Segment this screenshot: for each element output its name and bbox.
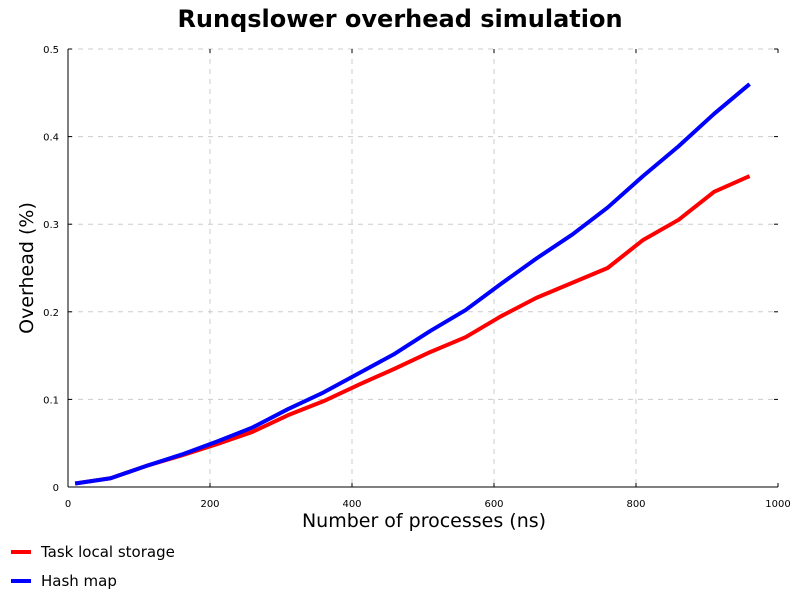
y-tick-label: 0.4 xyxy=(43,133,59,144)
x-tick-label: 400 xyxy=(342,499,361,510)
legend-label: Task local storage xyxy=(40,543,175,561)
y-tick-label: 0.5 xyxy=(43,45,59,56)
x-tick-label: 1000 xyxy=(765,499,790,510)
y-tick-label: 0.2 xyxy=(43,308,59,319)
chart-title: Runqslower overhead simulation xyxy=(177,5,622,33)
y-tick-label: 0.3 xyxy=(43,220,59,231)
x-tick-label: 0 xyxy=(65,499,71,510)
series-line-task-local-storage xyxy=(74,174,751,486)
x-tick-label: 800 xyxy=(626,499,645,510)
grid-layer xyxy=(68,48,778,487)
legend: Task local storage Hash map xyxy=(11,543,175,590)
x-tick-label: 600 xyxy=(484,499,503,510)
y-tick-label: 0 xyxy=(53,483,59,494)
legend-label: Hash map xyxy=(41,572,117,590)
ticks-layer: 0 200 400 600 800 1000 0 0.1 0.2 0.3 0.4 0.5 xyxy=(43,45,791,510)
y-axis-label: Overhead (%) xyxy=(16,202,38,334)
axes-layer xyxy=(67,49,778,488)
series-line-hash-map xyxy=(74,82,751,486)
series-layer xyxy=(74,82,751,486)
x-tick-label: 200 xyxy=(200,499,219,510)
y-tick-label: 0.1 xyxy=(43,395,59,406)
x-axis-label: Number of processes (ns) xyxy=(302,510,546,532)
